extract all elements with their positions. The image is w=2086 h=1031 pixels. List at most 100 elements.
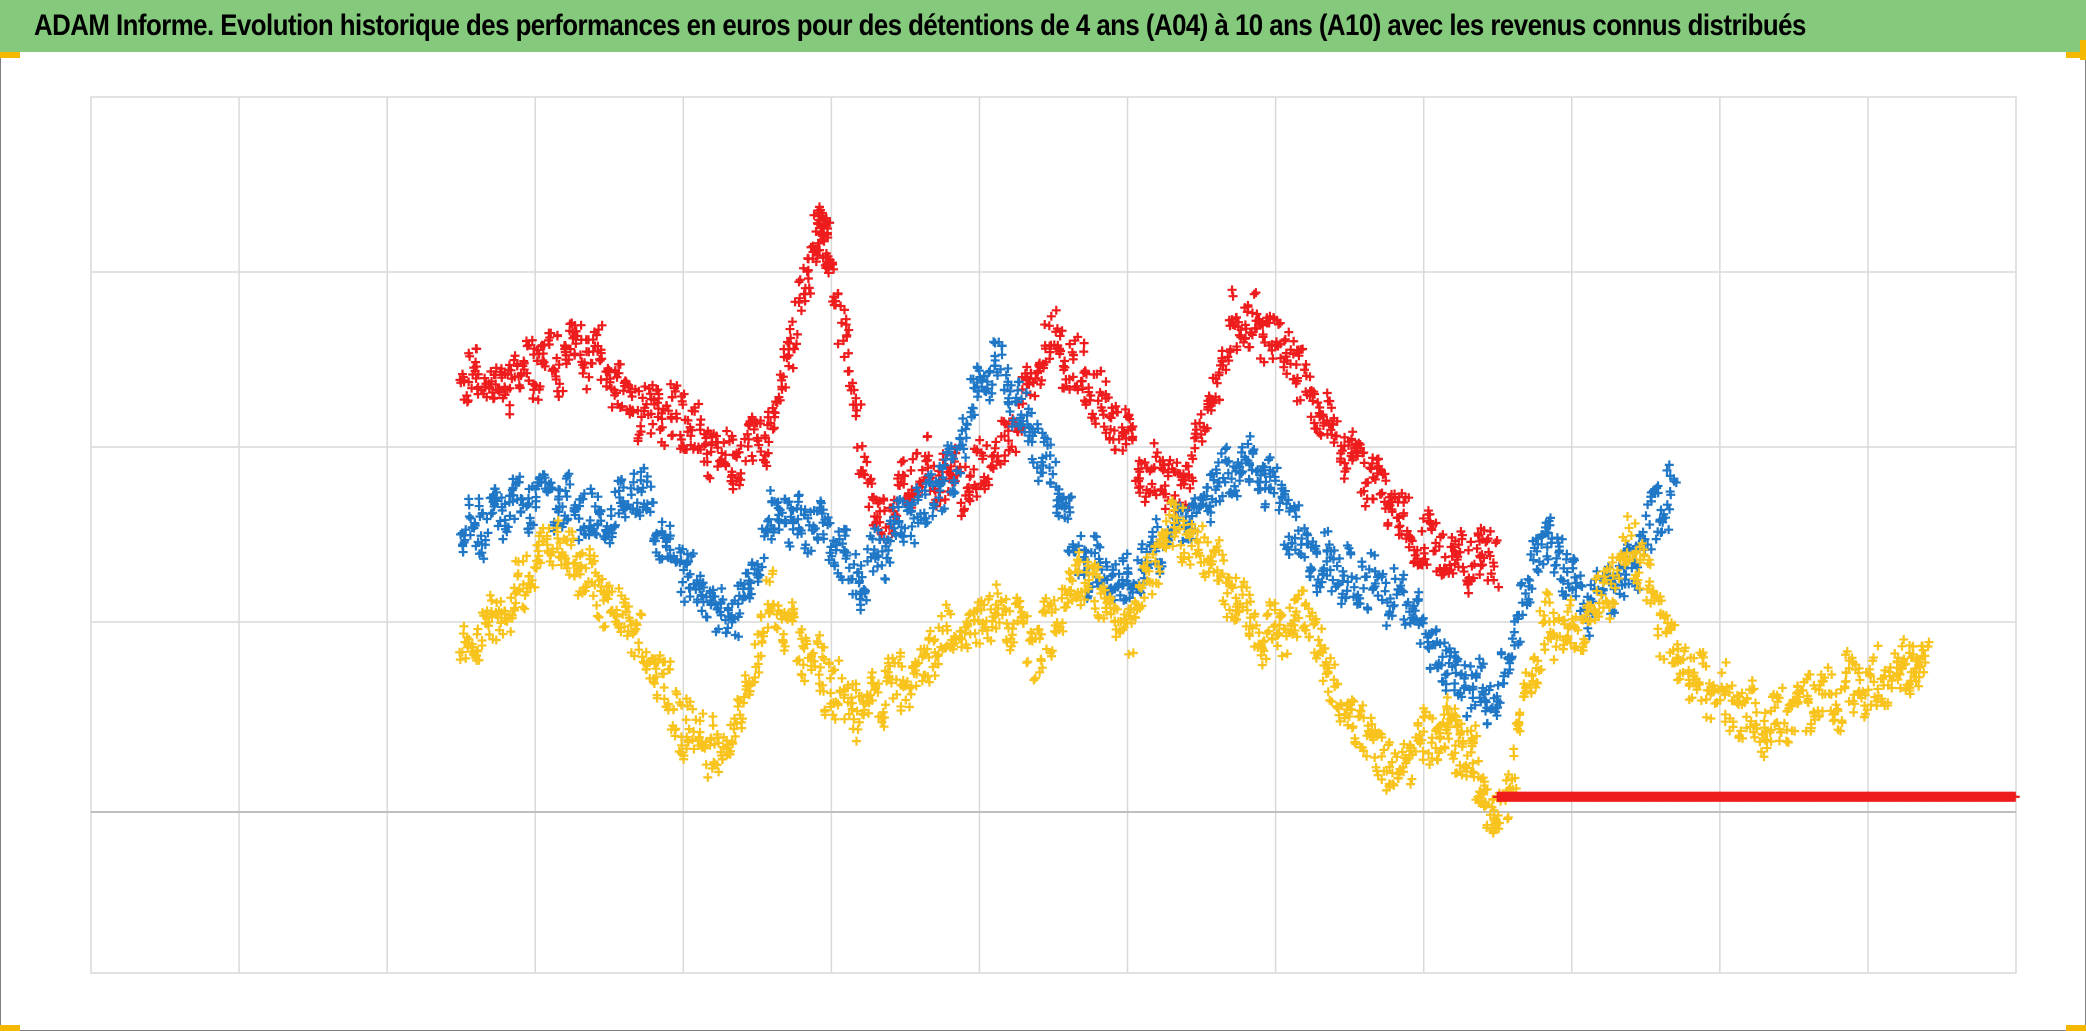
data-point: [695, 571, 705, 581]
data-point: [1022, 362, 1032, 372]
data-point: [1187, 450, 1197, 460]
data-point: [670, 386, 680, 396]
data-point: [745, 593, 755, 603]
data-point: [1101, 377, 1111, 387]
data-point: [1258, 329, 1268, 339]
data-point: [1717, 668, 1727, 678]
data-point: [491, 379, 501, 389]
data-point: [1460, 660, 1470, 670]
data-point: [1109, 426, 1119, 436]
data-point: [553, 494, 563, 504]
data-point: [1046, 311, 1056, 321]
data-point: [506, 627, 516, 637]
data-point: [637, 412, 647, 422]
data-point: [1068, 372, 1078, 382]
data-point: [1282, 369, 1292, 379]
data-point: [1298, 344, 1308, 354]
data-point: [921, 456, 931, 466]
data-point: [1417, 526, 1427, 536]
data-point: [823, 233, 833, 243]
data-point: [620, 512, 630, 522]
data-point: [786, 333, 796, 343]
data-point: [582, 384, 592, 394]
data-point: [720, 450, 730, 460]
data-point: [817, 208, 827, 218]
data-point: [633, 484, 643, 494]
data-point: [826, 688, 836, 698]
data-point: [1101, 428, 1111, 438]
data-point: [628, 407, 638, 417]
data-point: [841, 320, 851, 330]
data-point: [1057, 326, 1067, 336]
data-point: [1301, 359, 1311, 369]
data-point: [1273, 341, 1283, 351]
data-point: [651, 664, 661, 674]
data-point: [1360, 501, 1370, 511]
data-point: [1306, 412, 1316, 422]
data-point: [1493, 680, 1503, 690]
data-point: [1262, 611, 1272, 621]
data-point: [1260, 338, 1270, 348]
data-point: [1706, 714, 1716, 724]
data-point: [787, 317, 797, 327]
data-point: [528, 394, 538, 404]
data-point: [1301, 371, 1311, 381]
data-point: [636, 475, 646, 485]
data-point: [1485, 551, 1495, 561]
data-point: [679, 565, 689, 575]
data-point: [775, 370, 785, 380]
data-point: [1308, 396, 1318, 406]
data-point: [837, 673, 847, 683]
data-point: [1214, 368, 1224, 378]
data-point: [997, 350, 1007, 360]
chart-title: ADAM Informe. Evolution historique des p…: [34, 9, 1806, 42]
data-point: [765, 486, 775, 496]
data-point: [981, 477, 991, 487]
data-point: [650, 536, 660, 546]
data-point: [549, 365, 559, 375]
data-point: [1077, 376, 1087, 386]
data-point: [642, 499, 652, 509]
data-point: [924, 677, 934, 687]
data-point: [625, 387, 635, 397]
data-point: [515, 472, 525, 482]
data-point: [1059, 365, 1069, 375]
data-point: [520, 604, 530, 614]
data-point: [1473, 756, 1483, 766]
data-point: [877, 560, 887, 570]
data-point: [649, 678, 659, 688]
data-point: [596, 516, 606, 526]
data-point: [1454, 540, 1464, 550]
data-point: [1431, 518, 1441, 528]
data-point: [698, 597, 708, 607]
data-point: [584, 372, 594, 382]
data-point: [678, 400, 688, 410]
data-point: [794, 298, 804, 308]
data-point: [923, 431, 933, 441]
data-point: [1327, 403, 1336, 413]
data-point: [1118, 428, 1128, 438]
data-point: [961, 453, 971, 463]
data-point: [860, 452, 870, 462]
data-point: [1831, 700, 1841, 710]
data-point: [975, 435, 985, 445]
data-point: [1068, 354, 1078, 364]
data-point: [610, 520, 620, 530]
data-point: [1479, 553, 1489, 563]
data-point: [1243, 300, 1253, 310]
data-point: [846, 385, 856, 395]
data-point: [646, 409, 656, 419]
data-point: [1545, 598, 1555, 608]
data-point: [574, 535, 584, 545]
data-point: [614, 368, 624, 378]
data-point: [1465, 661, 1475, 671]
data-point: [1273, 641, 1283, 651]
data-point: [1055, 331, 1065, 341]
data-point: [743, 568, 753, 578]
data-point: [851, 736, 861, 746]
data-point: [1289, 336, 1299, 346]
data-point: [555, 379, 565, 389]
data-point: [1089, 369, 1099, 379]
data-point: [1252, 324, 1262, 334]
data-point: [843, 366, 853, 376]
